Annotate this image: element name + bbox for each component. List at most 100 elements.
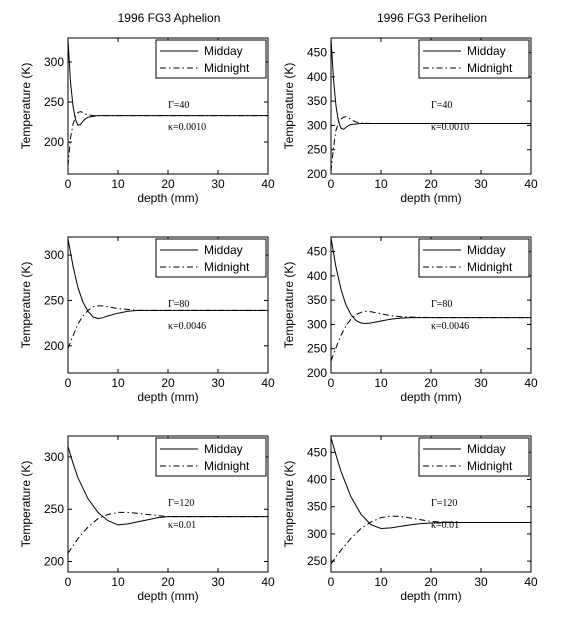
series-line-midday (68, 39, 268, 126)
series-line-midnight (68, 511, 268, 554)
legend-label-midnight: Midnight (204, 260, 250, 274)
series-line-midnight (68, 111, 268, 167)
annotation-gamma: Γ=80 (431, 299, 452, 310)
y-tick-label: 300 (44, 248, 64, 262)
legend-label-midnight: Midnight (467, 459, 513, 473)
y-tick-label: 250 (307, 342, 327, 356)
series-line-midnight (68, 305, 268, 349)
legend-label-midnight: Midnight (467, 260, 513, 274)
legend-box (418, 39, 530, 79)
x-axis-label: depth (mm) (137, 191, 198, 205)
series-line-midday (68, 446, 268, 526)
y-tick-label: 200 (44, 339, 64, 353)
y-tick-label: 450 (307, 445, 327, 459)
x-tick-label: 0 (65, 575, 72, 589)
x-axis-label: depth (mm) (400, 390, 461, 404)
x-axis-label: depth (mm) (400, 191, 461, 205)
x-axis-label: depth (mm) (137, 390, 198, 404)
x-tick-label: 30 (211, 376, 225, 390)
annotation-kappa: κ=0.01 (168, 520, 196, 531)
y-tick-label: 200 (44, 135, 64, 149)
x-tick-label: 40 (261, 177, 275, 191)
annotation-kappa: κ=0.0010 (431, 122, 469, 133)
x-tick-label: 20 (161, 177, 175, 191)
panel-aphelion-row1: 0 10 20 30 40 200 250 300 depth (mm) Temperature … (19, 37, 275, 205)
panel-perihelion-row3: 0 10 20 30 40 250 300 350 400 450 depth (mm) Temper… (282, 435, 538, 603)
x-tick-label: 20 (161, 575, 175, 589)
x-tick-label: 0 (65, 177, 72, 191)
annotation-kappa: κ=0.0046 (431, 321, 469, 332)
x-tick-label: 10 (111, 575, 125, 589)
x-tick-label: 30 (474, 575, 488, 589)
x-axis-label: depth (mm) (137, 589, 198, 603)
y-tick-label: 350 (307, 293, 327, 307)
panel-perihelion-row1: 0 10 20 30 40 200 250 300 350 400 450 depth (mm) Tem… (282, 37, 538, 205)
legend-label-midday: Midday (467, 44, 506, 58)
x-tick-label: 10 (111, 376, 125, 390)
series-line-midday (331, 38, 531, 130)
legend-box (155, 437, 267, 477)
series-line-midnight (331, 310, 531, 362)
legend-label-midday: Midday (204, 44, 243, 58)
y-tick-label: 400 (307, 70, 327, 84)
y-tick-label: 250 (307, 554, 327, 568)
legend-box (155, 39, 267, 79)
y-tick-label: 200 (307, 366, 327, 380)
annotation-kappa: κ=0.0010 (168, 122, 206, 133)
series-line-midnight (331, 515, 531, 565)
y-tick-label: 300 (307, 317, 327, 331)
x-tick-label: 30 (211, 177, 225, 191)
annotation-gamma: Γ=120 (168, 498, 194, 509)
y-tick-label: 300 (44, 55, 64, 69)
x-tick-label: 30 (474, 177, 488, 191)
y-tick-label: 300 (307, 527, 327, 541)
x-tick-label: 30 (211, 575, 225, 589)
y-tick-label: 400 (307, 269, 327, 283)
legend-box (155, 238, 267, 278)
panel-perihelion-row2: 0 10 20 30 40 200 250 300 350 400 450 depth (mm) Tem… (282, 236, 538, 404)
x-tick-label: 30 (474, 376, 488, 390)
x-tick-label: 20 (161, 376, 175, 390)
x-tick-label: 40 (524, 575, 538, 589)
legend-label-midday: Midday (204, 442, 243, 456)
legend-box (418, 238, 530, 278)
x-tick-label: 10 (111, 177, 125, 191)
annotation-gamma: Γ=40 (431, 100, 452, 111)
x-tick-label: 0 (328, 575, 335, 589)
x-tick-label: 0 (328, 376, 335, 390)
panel-aphelion-row2: 0 10 20 30 40 200 250 300 depth (mm) Temperature … (19, 236, 275, 404)
annotation-kappa: κ=0.0046 (168, 321, 206, 332)
y-tick-label: 300 (44, 450, 64, 464)
annotation-gamma: Γ=80 (168, 299, 189, 310)
x-tick-label: 10 (374, 177, 388, 191)
x-axis-label: depth (mm) (400, 589, 461, 603)
x-tick-label: 0 (65, 376, 72, 390)
legend-box (418, 437, 530, 477)
y-axis-label: Temperature (K) (282, 461, 296, 548)
x-tick-label: 10 (374, 376, 388, 390)
x-tick-label: 40 (524, 177, 538, 191)
y-tick-label: 450 (307, 245, 327, 259)
legend-label-midday: Midday (467, 442, 506, 456)
x-tick-label: 20 (424, 575, 438, 589)
x-tick-label: 20 (424, 376, 438, 390)
column-title-aphelion: 1996 FG3 Aphelion (118, 11, 221, 25)
legend-label-midnight: Midnight (467, 61, 513, 75)
x-tick-label: 40 (524, 376, 538, 390)
y-axis-label: Temperature (K) (19, 63, 33, 150)
x-tick-label: 0 (328, 177, 335, 191)
y-axis-label: Temperature (K) (19, 262, 33, 349)
y-tick-label: 400 (307, 473, 327, 487)
y-tick-label: 250 (44, 502, 64, 516)
y-tick-label: 250 (307, 143, 327, 157)
y-axis-label: Temperature (K) (19, 461, 33, 548)
legend-label-midnight: Midnight (204, 459, 250, 473)
y-tick-label: 200 (44, 555, 64, 569)
x-tick-label: 40 (261, 575, 275, 589)
legend-label-midnight: Midnight (204, 61, 250, 75)
column-title-perihelion: 1996 FG3 Perihelion (377, 11, 487, 25)
y-tick-label: 250 (44, 95, 64, 109)
annotation-gamma: Γ=40 (168, 100, 189, 111)
